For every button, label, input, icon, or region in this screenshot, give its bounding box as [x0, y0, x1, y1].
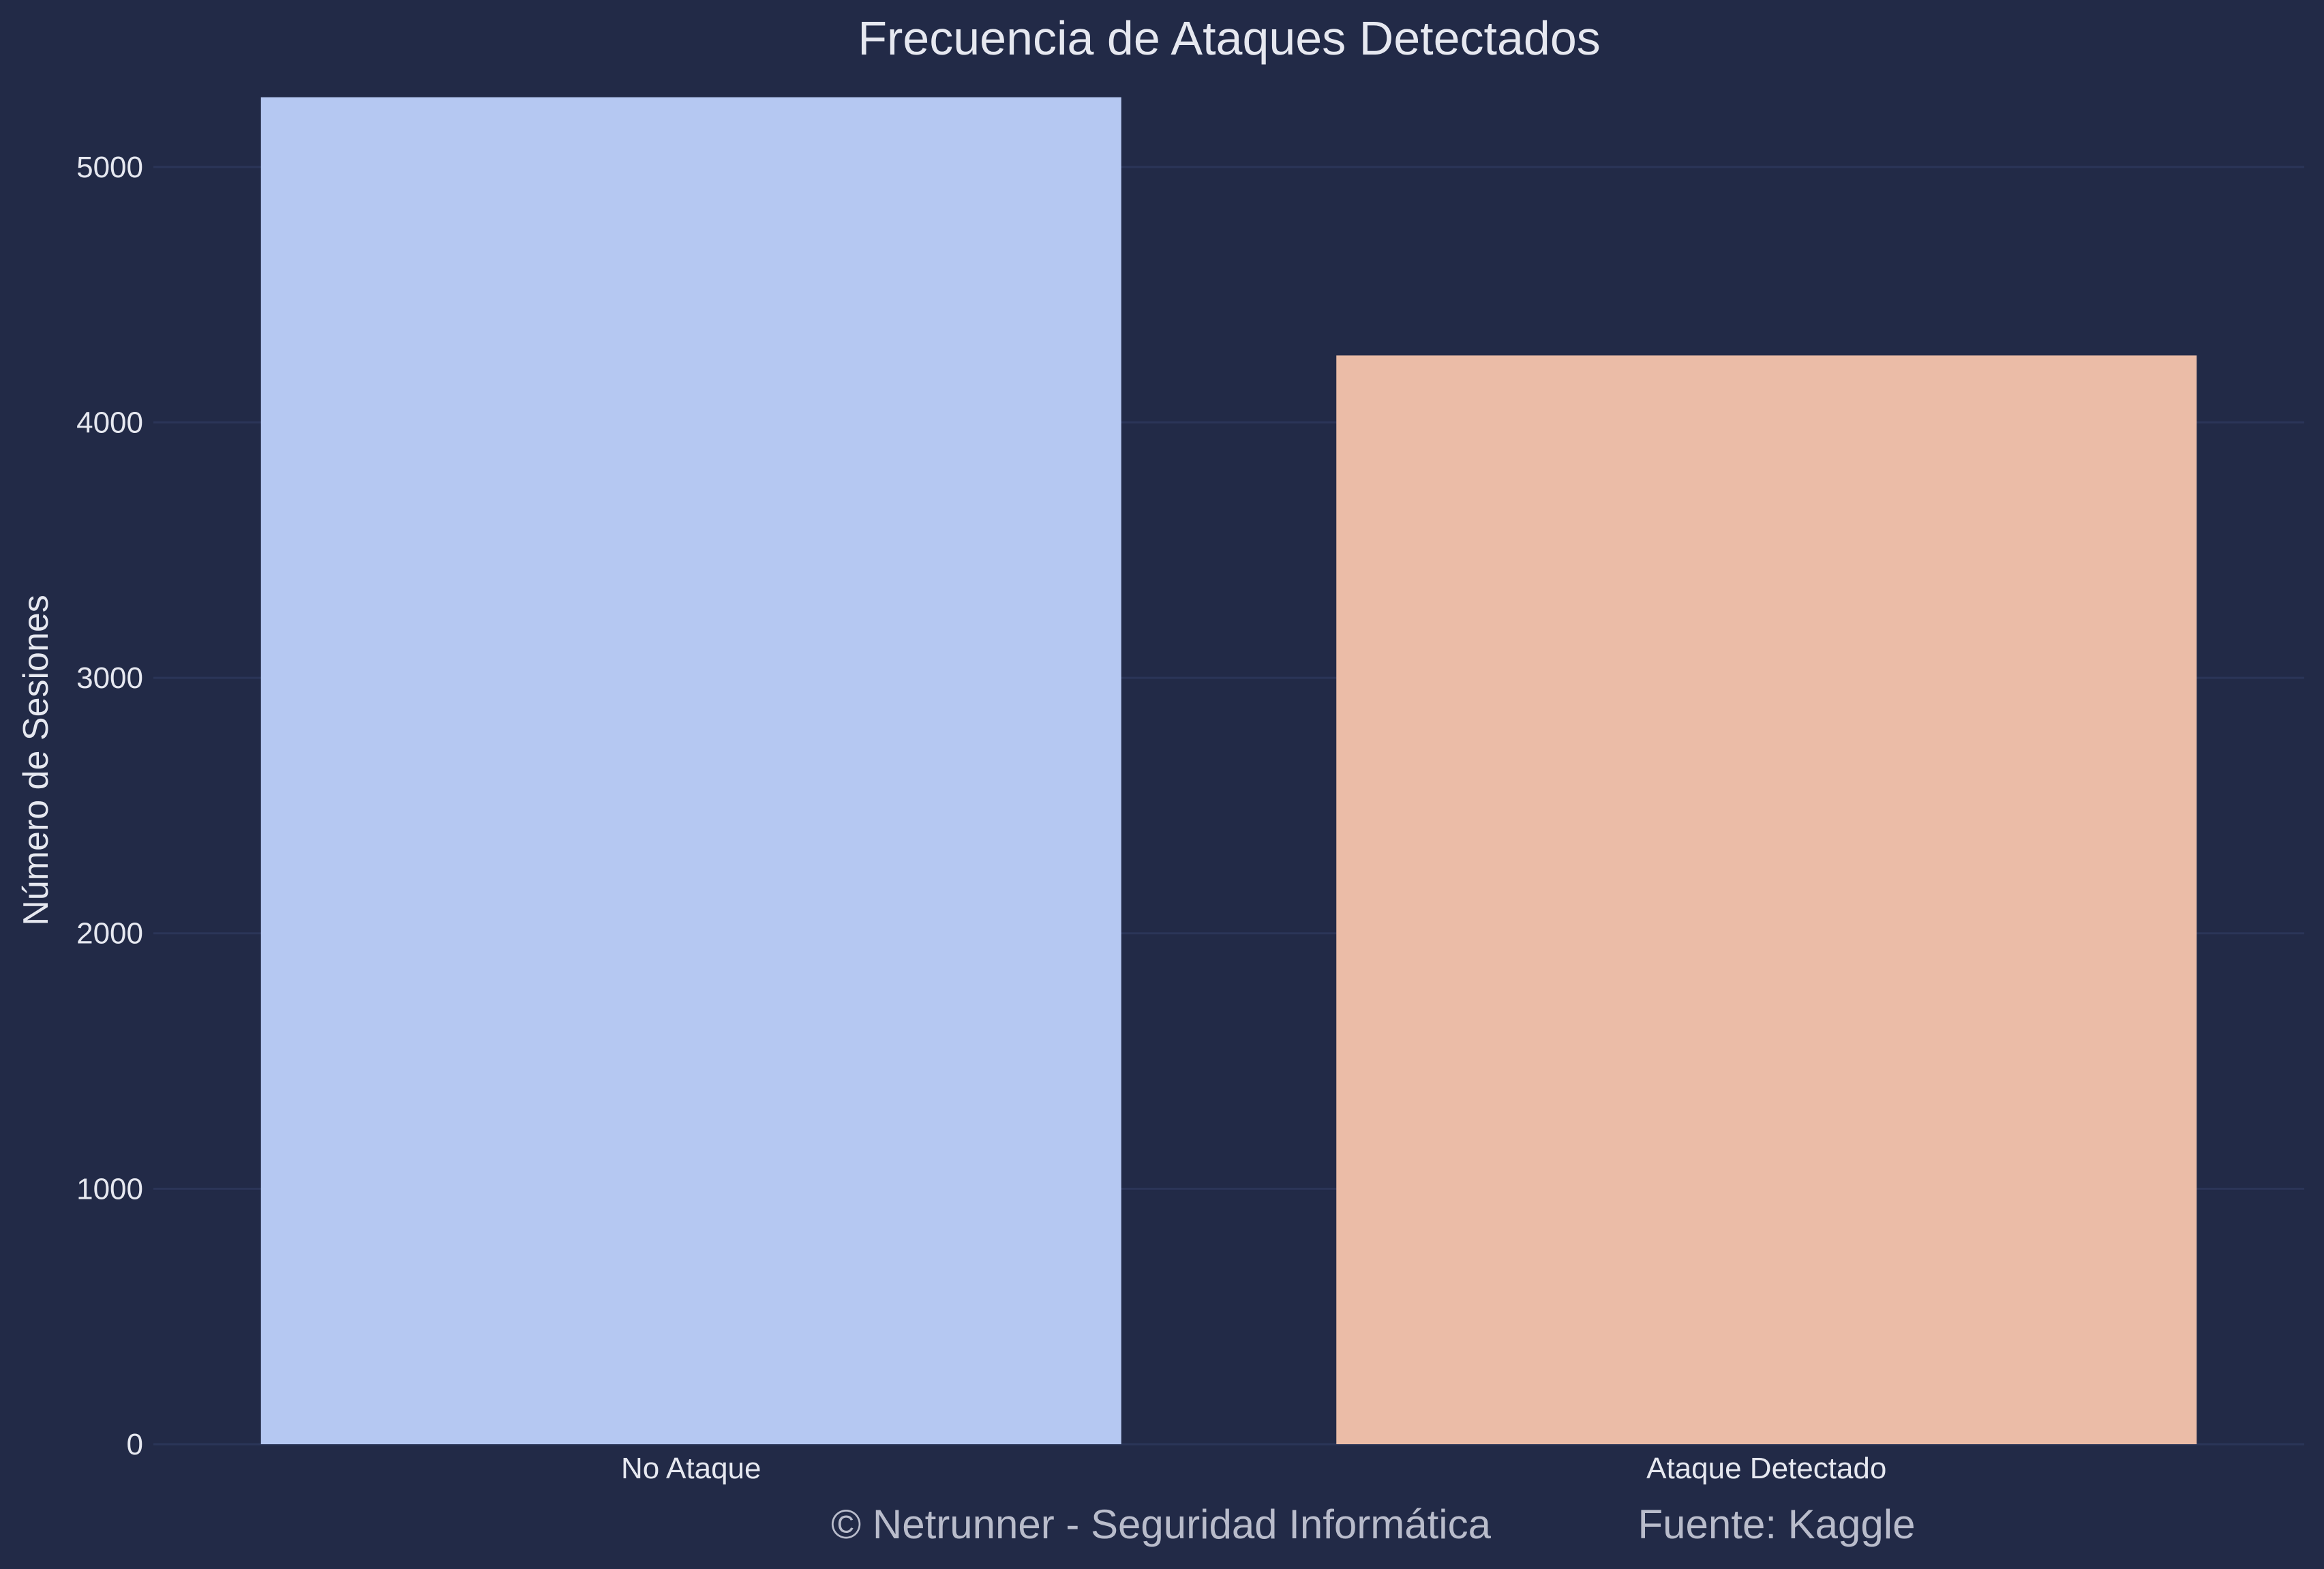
- y-tick-label: 1000: [76, 1172, 143, 1206]
- x-tick-label: No Ataque: [621, 1452, 761, 1485]
- y-axis-ticks: 0 1000 2000 3000 4000 5000: [76, 151, 143, 1461]
- y-tick-label: 0: [127, 1428, 143, 1461]
- y-tick-label: 3000: [76, 661, 143, 695]
- footer-source: Fuente: Kaggle: [1638, 1501, 1916, 1547]
- bars: [260, 97, 2197, 1444]
- footer-copyright: © Netrunner - Seguridad Informática: [831, 1501, 1492, 1547]
- x-axis-ticks: No Ataque Ataque Detectado: [621, 1452, 1886, 1485]
- y-tick-label: 2000: [76, 917, 143, 951]
- chart-title: Frecuencia de Ataques Detectados: [858, 12, 1601, 65]
- y-tick-label: 5000: [76, 151, 143, 184]
- bar-0: [260, 97, 1121, 1444]
- bar-1: [1336, 355, 2197, 1444]
- y-axis-label: Número de Sesiones: [16, 595, 56, 926]
- x-tick-label: Ataque Detectado: [1646, 1452, 1886, 1485]
- y-tick-label: 4000: [76, 406, 143, 439]
